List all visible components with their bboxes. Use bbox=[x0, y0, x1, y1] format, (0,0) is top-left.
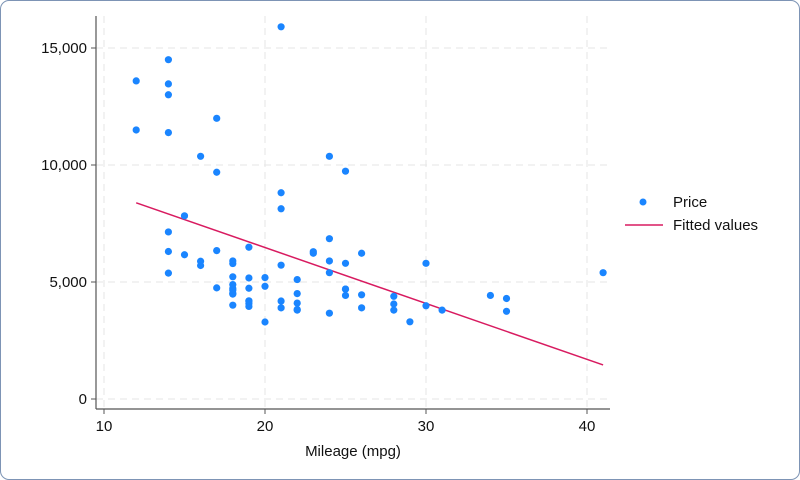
data-point bbox=[293, 290, 301, 298]
data-point bbox=[261, 318, 269, 326]
data-point bbox=[502, 294, 511, 303]
legend-marker-price bbox=[639, 198, 647, 206]
data-point bbox=[406, 318, 414, 326]
data-point bbox=[245, 284, 253, 292]
data-point bbox=[261, 273, 269, 282]
data-point bbox=[164, 247, 172, 256]
data-point bbox=[325, 309, 333, 317]
points-layer bbox=[132, 23, 607, 326]
x-axis-ticks: 10 20 30 40 bbox=[96, 409, 596, 435]
data-point bbox=[132, 77, 140, 85]
data-point bbox=[502, 307, 511, 315]
x-tick-label: 20 bbox=[257, 418, 274, 435]
data-point bbox=[229, 273, 237, 281]
y-axis-ticks: 0 5,000 10,000 15,000 bbox=[41, 40, 96, 408]
data-point bbox=[341, 285, 350, 293]
data-point bbox=[245, 302, 253, 311]
data-point bbox=[293, 275, 301, 284]
data-point bbox=[277, 189, 285, 197]
y-tick-label: 15,000 bbox=[41, 40, 87, 57]
data-point bbox=[325, 235, 333, 243]
data-point bbox=[390, 300, 398, 308]
data-point bbox=[341, 167, 350, 175]
data-point bbox=[341, 291, 350, 300]
data-point bbox=[132, 126, 140, 134]
data-point bbox=[358, 249, 366, 257]
data-point bbox=[422, 302, 430, 310]
data-point bbox=[164, 228, 172, 236]
y-tick-label: 0 bbox=[79, 391, 87, 408]
gridlines bbox=[96, 16, 610, 409]
data-point bbox=[325, 257, 333, 265]
data-point bbox=[245, 274, 253, 282]
data-point bbox=[293, 299, 301, 307]
data-point bbox=[229, 301, 237, 309]
data-point bbox=[358, 304, 366, 312]
x-tick-label: 40 bbox=[579, 418, 596, 435]
data-point bbox=[277, 304, 285, 312]
data-point bbox=[197, 257, 205, 265]
data-point bbox=[213, 114, 221, 122]
fitted-line bbox=[135, 202, 604, 366]
data-point bbox=[180, 212, 189, 220]
axes bbox=[95, 16, 610, 410]
data-point bbox=[277, 23, 285, 31]
data-point bbox=[164, 91, 172, 99]
data-point bbox=[164, 56, 172, 64]
data-point bbox=[438, 306, 446, 314]
data-point bbox=[325, 152, 333, 160]
data-point bbox=[164, 128, 172, 137]
x-tick-label: 30 bbox=[418, 418, 435, 435]
data-point bbox=[245, 243, 253, 251]
data-point bbox=[277, 297, 285, 305]
x-tick-label: 10 bbox=[96, 418, 113, 435]
x-axis-title: Mileage (mpg) bbox=[305, 443, 401, 460]
data-point bbox=[422, 259, 430, 267]
data-point bbox=[213, 284, 221, 292]
data-point bbox=[293, 305, 301, 314]
data-point bbox=[229, 284, 237, 293]
data-point bbox=[213, 168, 221, 176]
data-point bbox=[197, 152, 205, 160]
data-point bbox=[341, 259, 350, 267]
fitted-line-layer bbox=[135, 202, 604, 366]
data-point bbox=[599, 269, 607, 277]
data-point bbox=[180, 251, 189, 259]
data-point bbox=[245, 297, 253, 305]
data-point bbox=[390, 292, 398, 300]
data-point bbox=[309, 249, 317, 257]
legend: Price Fitted values bbox=[625, 194, 758, 234]
data-point bbox=[164, 269, 172, 277]
data-point bbox=[486, 291, 494, 300]
data-point bbox=[229, 290, 237, 298]
y-tick-label: 5,000 bbox=[49, 274, 87, 291]
data-point bbox=[164, 80, 172, 88]
data-point bbox=[229, 257, 237, 265]
data-point bbox=[390, 306, 398, 314]
legend-label-fitted: Fitted values bbox=[673, 217, 758, 234]
data-point bbox=[277, 205, 285, 213]
data-point bbox=[213, 246, 221, 255]
data-point bbox=[325, 269, 333, 277]
data-point bbox=[358, 291, 366, 299]
data-point bbox=[261, 282, 269, 290]
legend-label-price: Price bbox=[673, 194, 707, 211]
y-tick-label: 10,000 bbox=[41, 157, 87, 174]
data-point bbox=[277, 261, 285, 269]
